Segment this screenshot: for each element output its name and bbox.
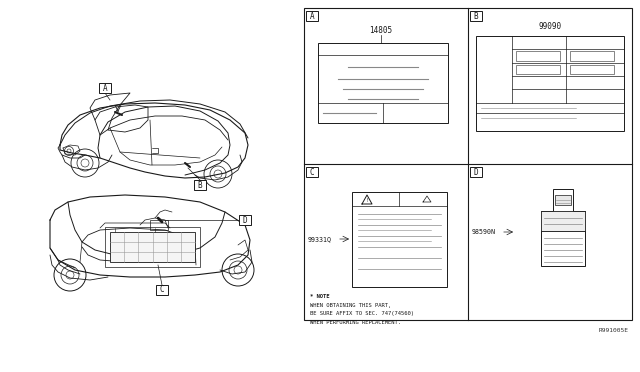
Text: B: B (198, 180, 202, 189)
Text: A: A (310, 12, 314, 20)
Bar (99, 83, 111, 93)
Bar (541, 211, 585, 231)
Text: BE SURE AFFIX TO SEC. 747(74560): BE SURE AFFIX TO SEC. 747(74560) (310, 311, 414, 316)
Text: WHEN OBTAINING THIS PART,: WHEN OBTAINING THIS PART, (310, 302, 391, 308)
Bar (105, 227, 200, 267)
Text: D: D (243, 215, 247, 224)
Bar (306, 167, 318, 177)
Text: !: ! (365, 198, 369, 202)
Bar (194, 180, 206, 190)
Circle shape (71, 149, 99, 177)
Bar (470, 167, 482, 177)
Bar (555, 195, 571, 205)
Text: WHEN PERFORMING REPLACEMENT.: WHEN PERFORMING REPLACEMENT. (310, 320, 401, 324)
Bar (110, 232, 195, 262)
Text: C: C (310, 167, 314, 176)
Bar (476, 36, 624, 131)
Text: * NOTE: * NOTE (310, 294, 330, 299)
Bar (150, 220, 168, 230)
Bar (541, 211, 585, 266)
Text: C: C (160, 285, 164, 295)
Text: 98590N: 98590N (472, 229, 496, 235)
Circle shape (54, 259, 86, 291)
Bar (516, 65, 561, 74)
Bar (318, 43, 448, 123)
Text: R991005E: R991005E (599, 328, 629, 333)
Text: 14805: 14805 (369, 26, 392, 35)
Text: B: B (474, 12, 478, 20)
Bar (352, 192, 447, 287)
Bar (470, 11, 482, 21)
Bar (239, 215, 251, 225)
Text: D: D (474, 167, 478, 176)
Bar (306, 11, 318, 21)
Text: 99090: 99090 (538, 22, 561, 31)
Bar (570, 51, 614, 61)
Bar (570, 65, 614, 74)
Circle shape (222, 254, 254, 286)
Bar (156, 285, 168, 295)
Text: 99331Q: 99331Q (308, 236, 332, 242)
Bar (553, 189, 573, 211)
Bar (304, 8, 632, 320)
Bar (516, 51, 561, 61)
Text: A: A (102, 83, 108, 93)
Circle shape (204, 160, 232, 188)
